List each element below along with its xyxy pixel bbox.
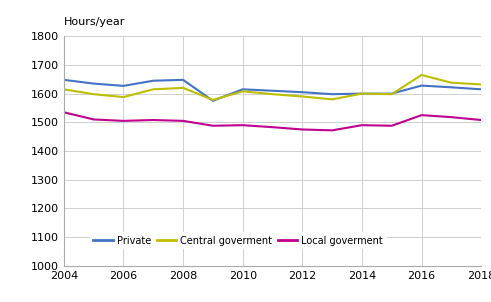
Line: Local goverment: Local goverment	[64, 112, 481, 130]
Private	[270, 89, 275, 92]
Local goverment	[419, 113, 425, 117]
Private	[389, 92, 395, 95]
Text: Hours/year: Hours/year	[64, 17, 125, 27]
Local goverment	[210, 124, 216, 127]
Central goverment	[478, 83, 484, 86]
Central goverment	[120, 95, 126, 99]
Local goverment	[329, 129, 335, 132]
Private	[120, 84, 126, 88]
Private	[61, 78, 67, 82]
Central goverment	[448, 81, 454, 85]
Local goverment	[270, 125, 275, 129]
Local goverment	[240, 123, 246, 127]
Private	[359, 92, 365, 95]
Local goverment	[180, 119, 186, 123]
Central goverment	[270, 92, 275, 96]
Private	[210, 99, 216, 103]
Private	[150, 79, 156, 82]
Local goverment	[478, 118, 484, 122]
Central goverment	[419, 73, 425, 77]
Local goverment	[389, 124, 395, 127]
Local goverment	[359, 123, 365, 127]
Private	[240, 88, 246, 91]
Private	[300, 90, 305, 94]
Local goverment	[448, 115, 454, 119]
Central goverment	[210, 98, 216, 102]
Central goverment	[91, 92, 97, 96]
Private	[91, 82, 97, 85]
Central goverment	[300, 95, 305, 98]
Private	[329, 92, 335, 96]
Local goverment	[120, 119, 126, 123]
Central goverment	[240, 89, 246, 93]
Local goverment	[61, 111, 67, 114]
Private	[478, 88, 484, 91]
Central goverment	[150, 88, 156, 91]
Private	[448, 85, 454, 89]
Private	[419, 84, 425, 87]
Private	[180, 78, 186, 82]
Legend: Private, Central goverment, Local goverment: Private, Central goverment, Local goverm…	[89, 232, 387, 249]
Line: Private: Private	[64, 80, 481, 101]
Central goverment	[180, 86, 186, 90]
Local goverment	[91, 117, 97, 121]
Central goverment	[61, 88, 67, 91]
Line: Central goverment: Central goverment	[64, 75, 481, 100]
Central goverment	[389, 92, 395, 96]
Local goverment	[300, 128, 305, 131]
Local goverment	[150, 118, 156, 122]
Central goverment	[329, 98, 335, 101]
Central goverment	[359, 92, 365, 95]
